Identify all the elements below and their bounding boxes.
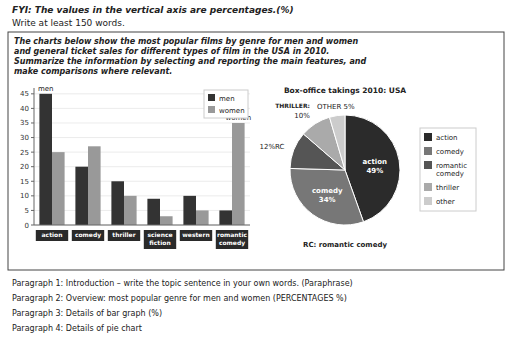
legend-label: thriller <box>436 184 459 192</box>
paragraph-guide: Paragraph 3: Details of bar graph (%) <box>12 309 162 318</box>
tick-label: 30 <box>20 134 29 142</box>
legend-swatch <box>424 183 432 191</box>
legend-label: other <box>436 198 455 206</box>
x-axis <box>34 225 250 226</box>
tick-label: 0 <box>25 222 29 230</box>
pie-title: Box-office takings 2010: USA <box>284 86 406 95</box>
tick-label: 25 <box>20 149 29 157</box>
bar-chart: 0 5 10 15 20 25 30 35 40 45 action comedy thriller sc… <box>20 85 251 249</box>
tick-label: 35 <box>20 119 29 127</box>
grid-line <box>34 195 250 196</box>
legend-swatch <box>208 94 215 101</box>
category-label: comedy <box>75 231 101 239</box>
paragraph-guide: Paragraph 2: Overview: most popular genr… <box>12 294 347 303</box>
tick-label: 40 <box>20 105 29 113</box>
category-box <box>36 230 68 241</box>
category-label: thriller <box>112 231 135 238</box>
category-box <box>180 230 212 241</box>
legend-swatch <box>424 161 432 169</box>
annotation: comedy <box>312 187 343 195</box>
category-label: western <box>182 231 209 238</box>
legend-label: men <box>219 95 235 103</box>
legend-swatch <box>424 133 432 141</box>
bar <box>147 199 160 225</box>
subtitle: Write at least 150 words. <box>12 18 125 28</box>
data-label: 49% <box>366 167 383 175</box>
paragraph-guide: Paragraph 1: Introduction – write the to… <box>12 279 353 288</box>
category-box <box>108 230 140 241</box>
bar <box>75 167 88 225</box>
bar <box>52 152 65 225</box>
paragraph-guide: Paragraph 4: Details of pie chart <box>12 324 142 333</box>
grid-line <box>34 181 250 182</box>
tick-label: 45 <box>20 90 29 98</box>
category-label: romanticcomedy <box>217 231 248 247</box>
legend-frame <box>204 90 248 118</box>
data-label: 12%RC <box>260 143 285 151</box>
bar <box>232 123 245 225</box>
pie-slice <box>330 115 345 170</box>
category-box <box>72 230 104 241</box>
bar <box>111 181 124 225</box>
page: FYI: The values in the vertical axis are… <box>0 0 512 350</box>
grid-line <box>34 122 250 123</box>
pie-note: RC: romantic comedy <box>303 241 387 249</box>
task-box <box>8 32 504 270</box>
bar <box>196 210 209 225</box>
legend-label: action <box>436 134 458 142</box>
grid-line <box>34 210 250 211</box>
annotation: THRILLER: <box>275 102 310 109</box>
annotation: men <box>38 85 54 93</box>
legend-swatch <box>424 197 432 205</box>
tick-label: 10 <box>20 192 29 200</box>
pie-chart: Box-office takings 2010: USA 49% 34% 12%RC 1… <box>260 86 476 249</box>
grid-line <box>34 225 250 226</box>
data-label: OTHER 5% <box>317 103 355 111</box>
data-label: 34% <box>319 196 336 204</box>
bar <box>219 210 232 225</box>
category-box <box>144 230 176 249</box>
legend-label: women <box>219 107 245 115</box>
bar <box>39 94 52 225</box>
tick-label: 20 <box>20 163 29 171</box>
legend-swatch <box>424 147 432 155</box>
legend-label: comedy <box>436 148 464 156</box>
data-label: 10% <box>294 112 310 120</box>
category-label: sciencefiction <box>147 231 172 246</box>
header-note: FYI: The values in the vertical axis are… <box>12 5 294 15</box>
y-axis <box>34 88 35 225</box>
legend-swatch <box>208 106 215 113</box>
grid-line <box>34 166 250 167</box>
bar <box>124 196 137 225</box>
tick-label: 5 <box>25 207 29 215</box>
prompt: The charts below show the most popular f… <box>14 37 367 76</box>
annotation: action <box>363 158 387 166</box>
bar <box>183 196 196 225</box>
tick-label: 15 <box>20 178 29 186</box>
category-box <box>216 230 248 249</box>
category-label: action <box>42 231 63 238</box>
pie-slice <box>290 168 363 225</box>
bar <box>88 146 101 225</box>
bar <box>160 216 173 225</box>
legend-label: romanticcomedy <box>436 162 467 178</box>
grid-line <box>34 137 250 138</box>
legend-frame <box>420 128 476 211</box>
grid-line <box>34 152 250 153</box>
